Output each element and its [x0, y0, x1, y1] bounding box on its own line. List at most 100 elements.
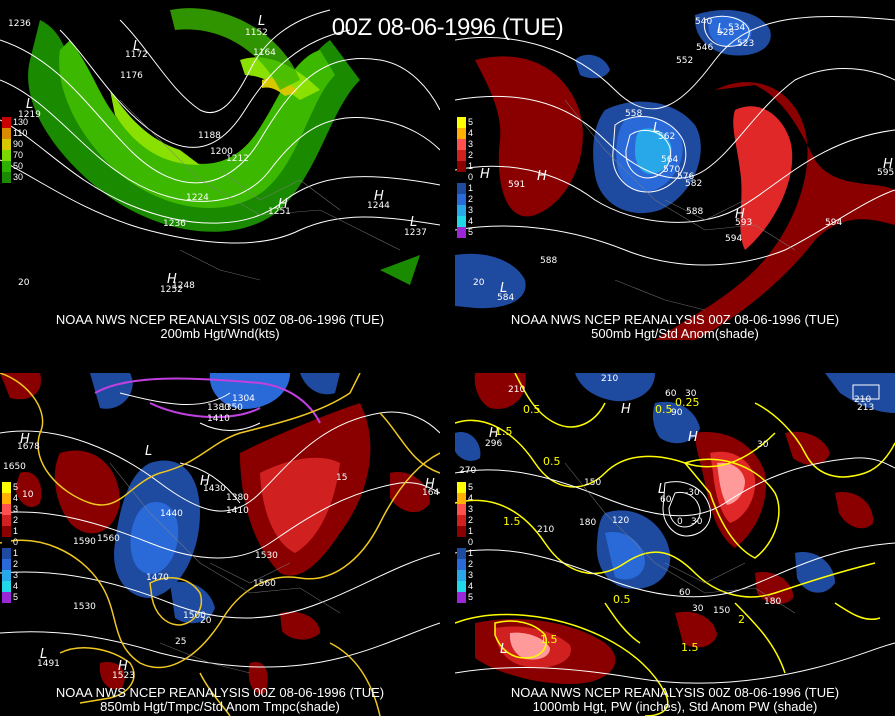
contour-label: 1530 [73, 602, 96, 612]
legend-label: 1 [468, 526, 474, 536]
contour-label: 528 [717, 28, 734, 38]
high-marker: H [200, 474, 210, 489]
high-marker: H [621, 402, 631, 417]
legend-label: 1 [13, 548, 19, 558]
legend-swatch [457, 172, 466, 183]
legend-swatch [2, 161, 11, 172]
contour-label: 1647 [422, 488, 440, 498]
high-marker: H [20, 432, 30, 447]
legend-item: 4 [2, 493, 34, 504]
pw-label: 1.5 [503, 515, 521, 528]
panel-850mb: 1650 1678 10 1410 1380 1350 1304 1430 14… [0, 373, 440, 716]
legend-swatch [457, 161, 466, 172]
contour-label: 30 [691, 517, 703, 527]
legend-item: 3 [2, 504, 34, 515]
legend-item: 5 [457, 227, 489, 238]
legend-label: 2 [468, 194, 474, 204]
high-marker: H [480, 167, 490, 182]
legend-swatch [457, 592, 466, 603]
legend-item: 1 [457, 183, 489, 194]
legend-item: 2 [457, 194, 489, 205]
legend-item: 4 [457, 581, 489, 592]
legend-item: 30 [2, 172, 34, 183]
contour-label: 20 [473, 278, 485, 288]
legend-label: 2 [468, 515, 474, 525]
pw-label: 0.5 [613, 593, 631, 606]
legend-swatch [457, 216, 466, 227]
legend-swatch [2, 150, 11, 161]
legend-label: 0 [13, 537, 19, 547]
legend-item: 3 [2, 570, 34, 581]
contour-label: 1236 [8, 19, 31, 29]
legend-swatch [457, 183, 466, 194]
contour-label: 1678 [17, 442, 40, 452]
legend-label: 2 [468, 559, 474, 569]
legend-item: 5 [2, 592, 34, 603]
legend-swatch [457, 526, 466, 537]
low-marker: L [653, 121, 660, 136]
low-marker: L [717, 22, 724, 37]
contour-label: 180 [764, 597, 781, 607]
legend-item: 2 [457, 150, 489, 161]
legend-label: 2 [13, 515, 19, 525]
legend-label: 2 [468, 150, 474, 160]
contour-label: 1212 [226, 154, 249, 164]
legend-swatch [457, 548, 466, 559]
contour-label: 540 [695, 17, 712, 27]
legend-label: 4 [468, 216, 474, 226]
legend-label: 110 [13, 128, 28, 138]
contour-label: 30 [685, 389, 697, 399]
contour-label: 210 [508, 385, 525, 395]
contour-label: 210 [854, 395, 871, 405]
contour-label: 0 [677, 517, 683, 527]
legend-item: 5 [457, 482, 489, 493]
contour-label: 558 [625, 109, 642, 119]
contour-label: 1523 [112, 671, 135, 681]
contour-label: 30 [692, 604, 704, 614]
contour-label: 1410 [226, 506, 249, 516]
legend-swatch [457, 128, 466, 139]
legend-label: 3 [13, 570, 19, 580]
legend-label: 5 [468, 227, 474, 237]
panel-500mb: 540 534 528 523 546 552 558 562 564 570 … [455, 0, 895, 343]
legend-label: 1 [468, 161, 474, 171]
legend-item: 4 [2, 581, 34, 592]
legend-swatch [2, 548, 11, 559]
high-marker: H [425, 477, 435, 492]
contour-label: 582 [685, 179, 702, 189]
legend-label: 4 [13, 493, 19, 503]
panel-caption-field: 850mb Hgt/Tmpc/Std Anom Tmpc(shade) [100, 699, 340, 714]
legend-item: 0 [2, 537, 34, 548]
legend-swatch [2, 493, 11, 504]
legend-swatch [2, 128, 11, 139]
legend-label: 1 [468, 183, 474, 193]
pw-label: 1.5 [681, 641, 699, 654]
low-marker: L [133, 39, 140, 54]
legend-swatch [2, 139, 11, 150]
contour-label: 1252 [160, 285, 183, 295]
contour-label: 1470 [146, 573, 169, 583]
legend-item: 110 [2, 128, 34, 139]
legend-item: 3 [457, 205, 489, 216]
legend-swatch [2, 592, 11, 603]
low-marker: L [500, 642, 507, 657]
legend-swatch [457, 493, 466, 504]
legend-item: 130 [2, 117, 34, 128]
legend-swatch [2, 559, 11, 570]
panel-caption-source: NOAA NWS NCEP REANALYSIS 00Z 08-06-1996 … [510, 312, 840, 327]
map-850mb: 1650 1678 10 1410 1380 1350 1304 1430 14… [0, 373, 440, 716]
contour-label: 1380 [226, 493, 249, 503]
legend-label: 3 [468, 504, 474, 514]
legend-item: 1 [457, 526, 489, 537]
high-marker: H [278, 197, 288, 212]
contour-label: 1380 [207, 403, 230, 413]
legend-swatch [457, 570, 466, 581]
legend-swatch [2, 581, 11, 592]
high-marker: H [374, 189, 384, 204]
contour-label: 1650 [3, 462, 26, 472]
contour-label: -30 [685, 488, 700, 498]
contour-label: 210 [601, 374, 618, 384]
high-marker: H [688, 430, 698, 445]
low-marker: L [410, 215, 417, 230]
